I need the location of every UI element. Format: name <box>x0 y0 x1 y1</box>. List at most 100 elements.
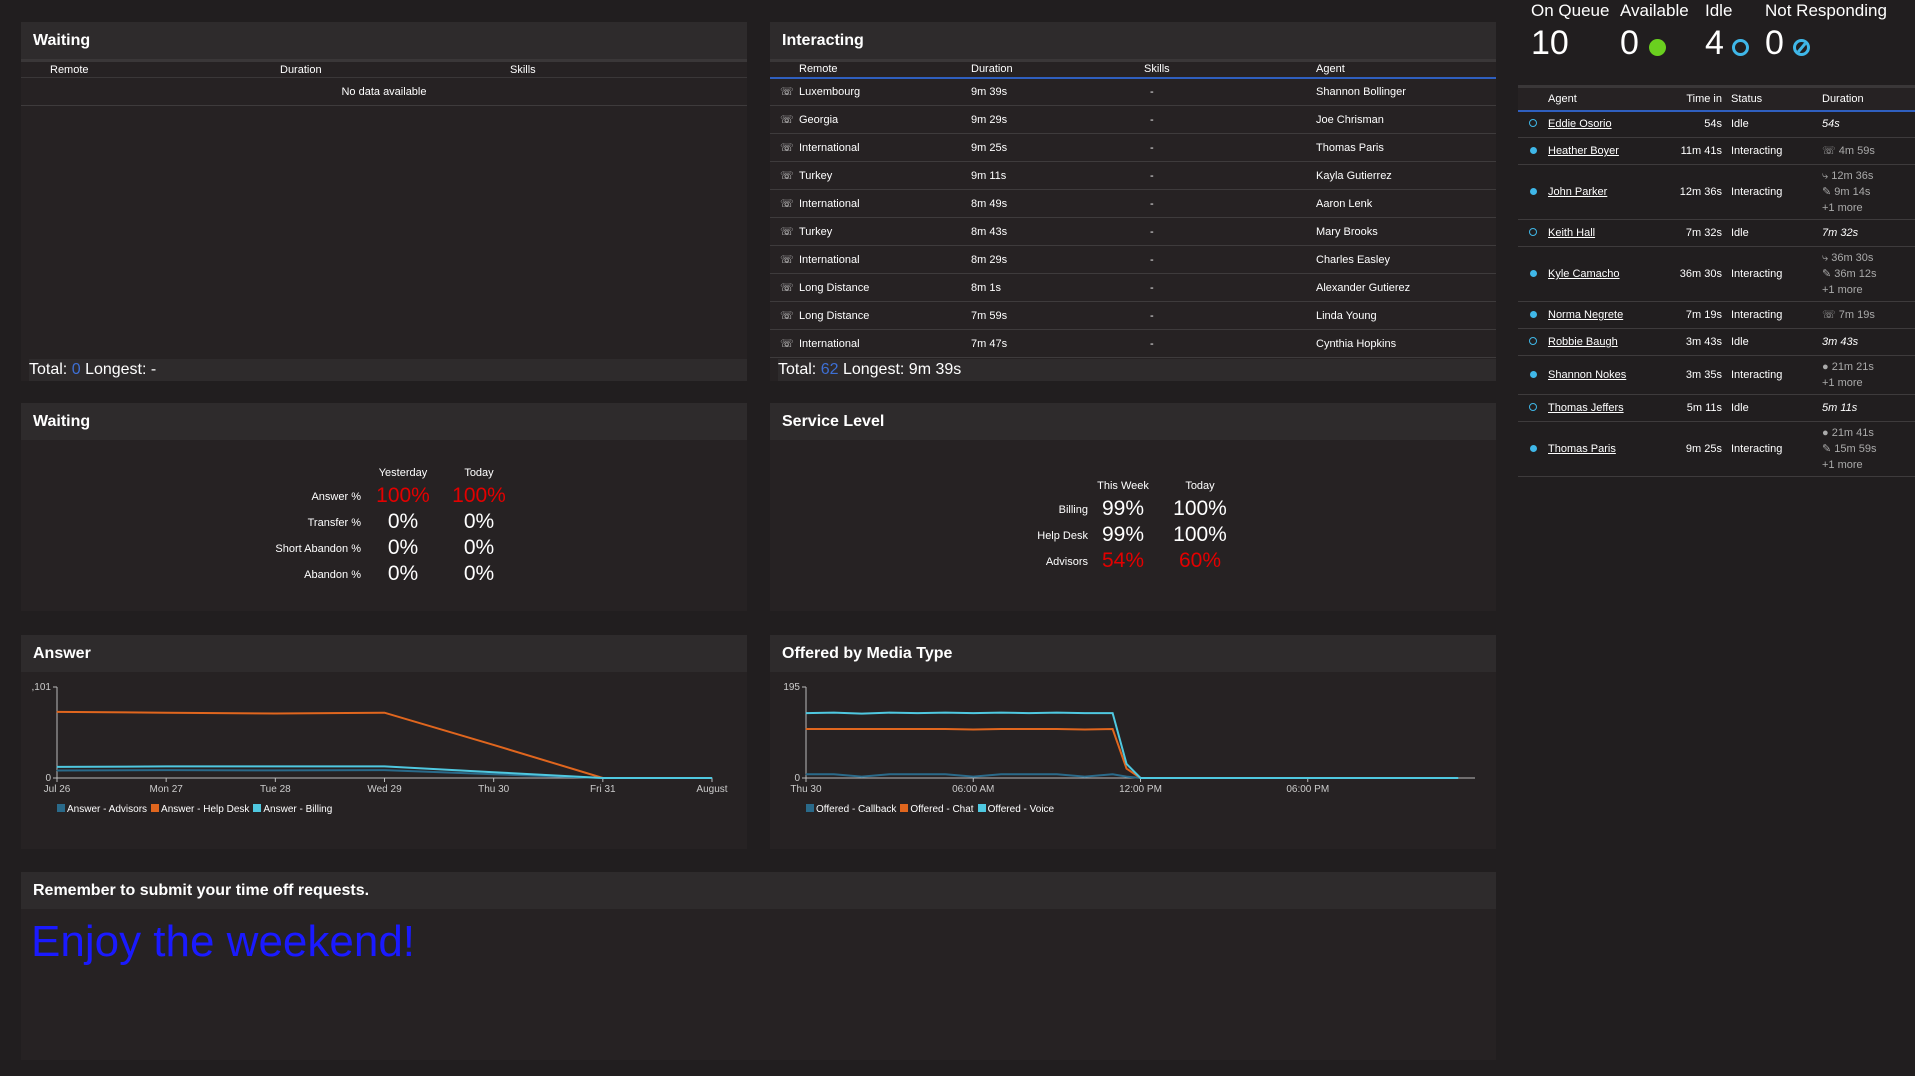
col-duration[interactable]: Duration <box>1822 85 1915 112</box>
agent-row[interactable]: Kyle Camacho 36m 30s Interacting ⤷ 36m 30s ✎… <box>1518 246 1915 302</box>
duration: 7m 47s <box>971 329 1144 358</box>
col-duration[interactable]: Duration <box>971 59 1144 79</box>
legend-item[interactable]: Answer - Help Desk <box>151 804 249 815</box>
data-point <box>165 712 167 714</box>
status: Interacting <box>1722 137 1822 165</box>
agent-row[interactable]: John Parker 12m 36s Interacting ⤷ 12m 36s ✎ … <box>1518 164 1915 220</box>
legend-item[interactable]: Answer - Advisors <box>57 804 147 815</box>
col-header: Yesterday <box>378 467 428 479</box>
chart-title: Answer <box>21 635 747 672</box>
data-point <box>944 773 946 775</box>
series-line <box>56 769 712 779</box>
agent-row[interactable]: Robbie Baugh 3m 43s Idle 3m 43s <box>1518 328 1915 356</box>
x-tick-label: Tue 28 <box>260 784 291 795</box>
col-duration[interactable]: Duration <box>280 59 510 78</box>
announcement-message: Enjoy the weekend! <box>31 917 416 966</box>
time-in: 54s <box>1661 110 1722 138</box>
empty-message: No data available <box>21 77 747 106</box>
data-point <box>889 728 891 730</box>
status: Interacting <box>1722 164 1822 220</box>
status: Interacting <box>1722 421 1822 477</box>
agent-row[interactable]: Norma Negrete 7m 19s Interacting ☏ 7m 19s <box>1518 301 1915 329</box>
table-row[interactable]: ☏ Turkey 9m 11s - Kayla Gutierrez <box>770 161 1496 190</box>
more-link[interactable]: +1 more <box>1822 459 1863 471</box>
duration-value: 3m 43s <box>1822 336 1859 348</box>
table-row[interactable]: ☏ Long Distance 7m 59s - Linda Young <box>770 301 1496 330</box>
chart-legend: Answer - Advisors Answer - Help Desk Answe… <box>57 804 332 815</box>
more-link[interactable]: +1 more <box>1822 284 1863 296</box>
time-in: 11m 41s <box>1661 137 1722 165</box>
row-label: Transfer % <box>307 517 361 529</box>
duration: 9m 29s <box>971 105 1144 134</box>
time-in: 9m 25s <box>1661 421 1722 477</box>
table-row[interactable]: ☏ Turkey 8m 43s - Mary Brooks <box>770 217 1496 246</box>
not-responding-icon <box>1793 39 1810 56</box>
legend-label: Offered - Callback <box>816 804 897 815</box>
table-row[interactable]: ☏ International 7m 47s - Cynthia Hopkins <box>770 329 1496 358</box>
col-time-in[interactable]: Time in <box>1661 85 1722 112</box>
agent: Mary Brooks <box>1316 217 1496 246</box>
agent-name-link[interactable]: Eddie Osorio <box>1548 118 1612 131</box>
col-status[interactable]: Status <box>1722 85 1822 112</box>
agent-name-link[interactable]: Keith Hall <box>1548 227 1596 239</box>
data-point <box>274 769 276 771</box>
duration-value: ☏ 7m 19s <box>1822 309 1875 321</box>
idle-status-icon <box>1529 228 1537 236</box>
data-point <box>165 769 167 771</box>
legend-item[interactable]: Offered - Callback <box>806 804 896 815</box>
col-skills[interactable]: Skills <box>1144 59 1316 79</box>
table-row[interactable]: ☏ International 8m 29s - Charles Easley <box>770 245 1496 274</box>
agent-name-link[interactable]: Thomas Paris <box>1548 443 1616 455</box>
legend-item[interactable]: Offered - Chat <box>900 804 974 815</box>
remote: Long Distance <box>799 310 870 322</box>
service-level-panel: Service Level This Week Today Billing 99% 10… <box>770 403 1496 611</box>
agent-name-link[interactable]: Shannon Nokes <box>1548 369 1627 381</box>
data-point <box>1000 728 1002 730</box>
agents-table: Agent Time in Status Duration Eddie Osor… <box>1518 85 1915 477</box>
stat-value: 0% <box>463 536 495 559</box>
col-remote[interactable]: Remote <box>21 59 280 78</box>
panel-title: Interacting <box>770 22 1496 59</box>
time-in: 7m 32s <box>1661 219 1722 247</box>
table-row[interactable]: ☏ Luxembourg 9m 39s - Shannon Bollinger <box>770 77 1496 106</box>
agent-name-link[interactable]: Robbie Baugh <box>1548 336 1618 348</box>
y-tick-label: 195 <box>783 682 800 693</box>
data-point <box>1056 728 1058 730</box>
table-row[interactable]: ☏ International 9m 25s - Thomas Paris <box>770 133 1496 162</box>
data-point <box>917 728 918 730</box>
agent-row[interactable]: Shannon Nokes 3m 35s Interacting ● 21m 21s +… <box>1518 355 1915 395</box>
y-tick-label: 0 <box>794 773 800 784</box>
agent: Aaron Lenk <box>1316 189 1496 218</box>
agent-name-link[interactable]: Kyle Camacho <box>1548 268 1620 280</box>
duration-value: ● 21m 21s <box>1822 361 1874 373</box>
legend-item[interactable]: Answer - Billing <box>253 804 332 815</box>
agent-row[interactable]: Thomas Paris 9m 25s Interacting ● 21m 41s ✎ … <box>1518 421 1915 477</box>
agent: Charles Easley <box>1316 245 1496 274</box>
data-point <box>493 744 495 746</box>
table-row[interactable]: ☏ Long Distance 8m 1s - Alexander Gutierez <box>770 273 1496 302</box>
more-link[interactable]: +1 more <box>1822 377 1863 389</box>
more-link[interactable]: +1 more <box>1822 202 1863 214</box>
legend-item[interactable]: Offered - Voice <box>977 804 1054 815</box>
col-remote[interactable]: Remote <box>770 59 971 79</box>
agent-name-link[interactable]: John Parker <box>1548 186 1608 198</box>
phone-icon: ☏ <box>780 114 794 126</box>
table-row[interactable]: ☏ Georgia 9m 29s - Joe Chrisman <box>770 105 1496 134</box>
agent-name-link[interactable]: Thomas Jeffers <box>1548 402 1624 414</box>
agent-row[interactable]: Eddie Osorio 54s Idle 54s <box>1518 110 1915 138</box>
on-queue-count: 10 <box>1531 24 1569 62</box>
col-agent[interactable]: Agent <box>1548 85 1661 112</box>
agent-row[interactable]: Keith Hall 7m 32s Idle 7m 32s <box>1518 219 1915 247</box>
table-row[interactable]: ☏ International 8m 49s - Aaron Lenk <box>770 189 1496 218</box>
col-skills[interactable]: Skills <box>510 59 747 78</box>
agent-row[interactable]: Heather Boyer 11m 41s Interacting ☏ 4m 59s <box>1518 137 1915 165</box>
waiting-panel: Waiting Remote Duration Skills No data a… <box>21 22 747 381</box>
agent-row[interactable]: Thomas Jeffers 5m 11s Idle 5m 11s <box>1518 394 1915 422</box>
row-label: Billing <box>1058 504 1088 516</box>
phone-icon: ☏ <box>780 170 794 182</box>
agent-name-link[interactable]: Heather Boyer <box>1548 145 1619 157</box>
agent-name-link[interactable]: Norma Negrete <box>1548 309 1624 321</box>
col-agent[interactable]: Agent <box>1316 59 1496 79</box>
data-point <box>1000 712 1002 714</box>
